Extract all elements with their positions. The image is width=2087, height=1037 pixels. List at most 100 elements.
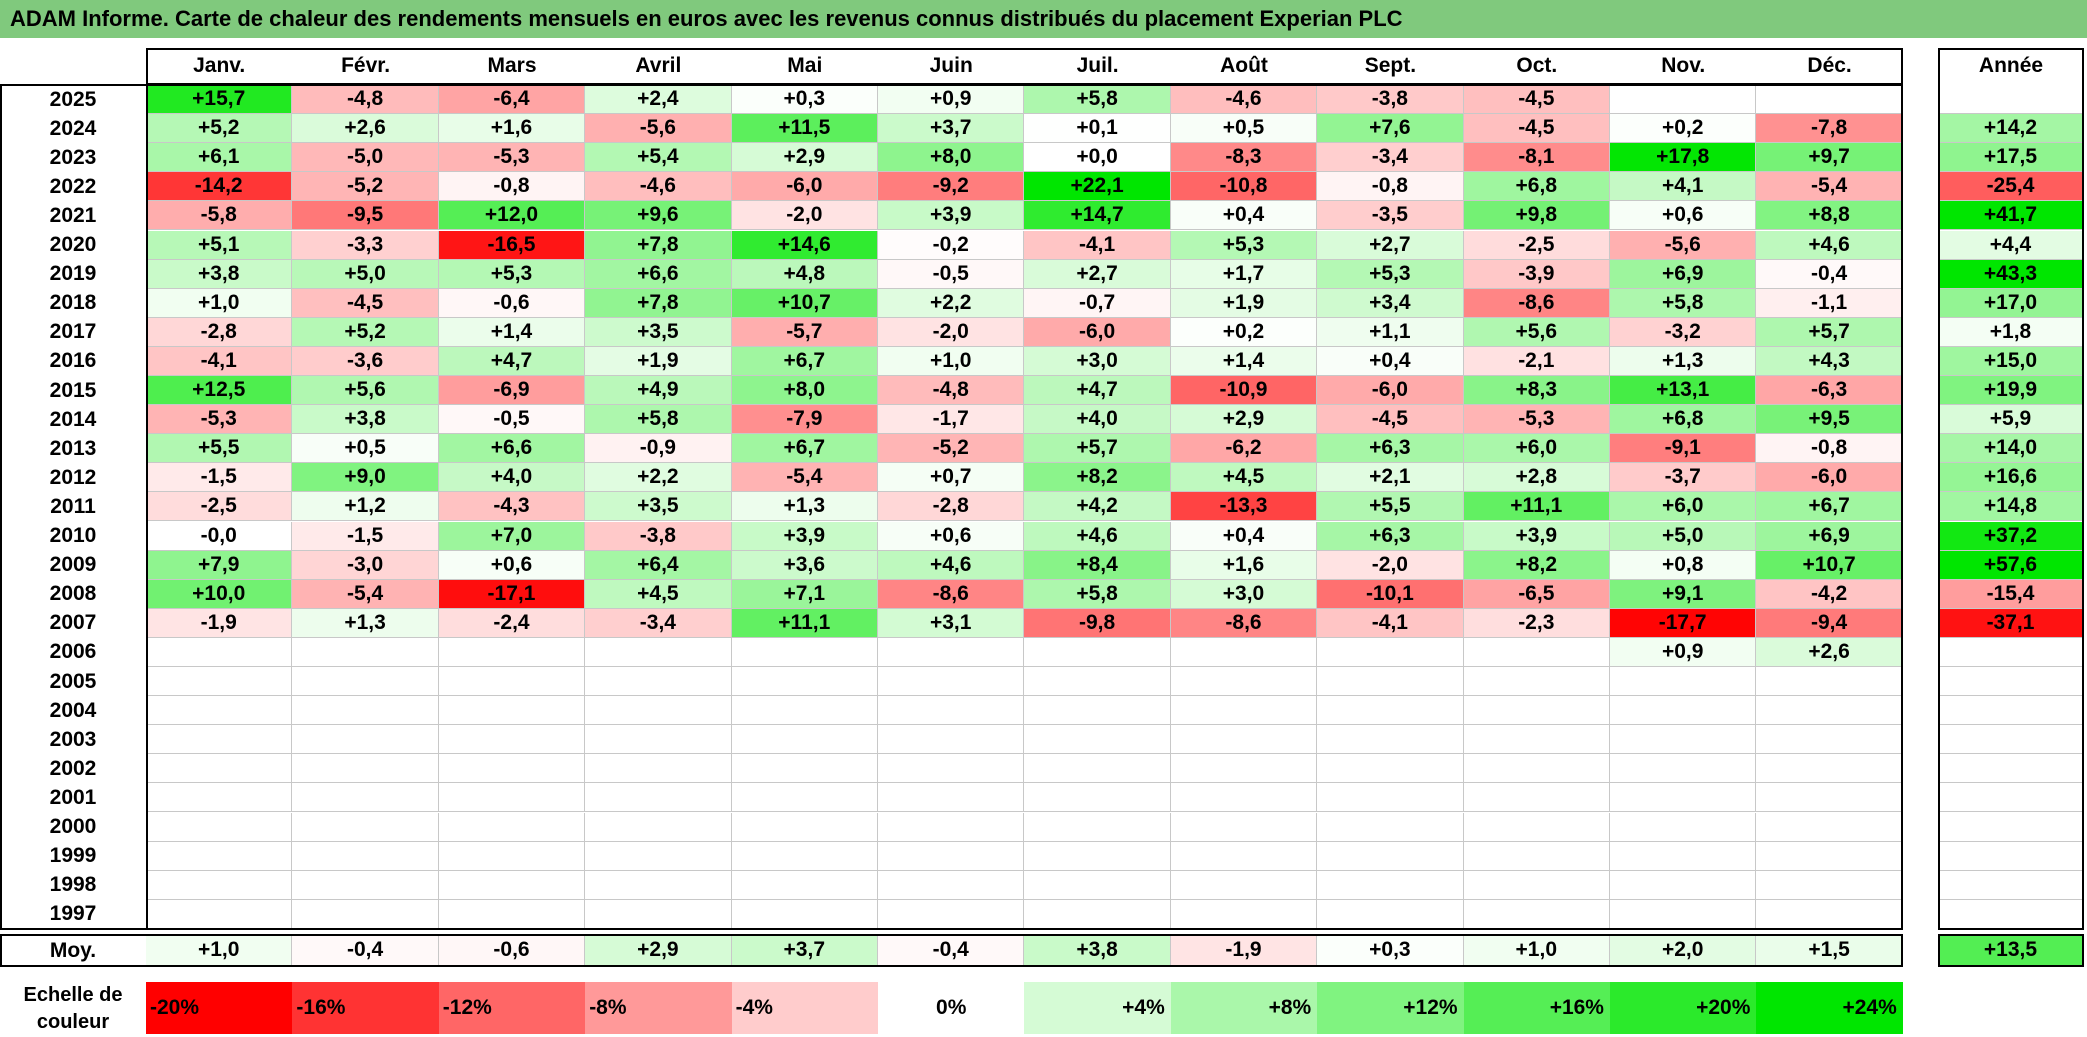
- heatmap-cell: +1,7: [1170, 259, 1318, 289]
- heatmap-cell: -3,6: [292, 346, 439, 376]
- scale-swatch: +12%: [1317, 982, 1464, 1034]
- heatmap-cell: -8,6: [1463, 288, 1610, 318]
- heatmap-cell: +4,8: [731, 259, 878, 289]
- heatmap-cell: -9,1: [1610, 434, 1757, 464]
- heatmap-cell: -6,0: [1024, 317, 1171, 347]
- heatmap-cell: [438, 783, 586, 813]
- heatmap-cell: -3,4: [585, 608, 732, 638]
- heatmap-cell: -3,0: [292, 550, 439, 580]
- heatmap-cell: +10,0: [146, 579, 293, 609]
- heatmap-cell: [1024, 696, 1171, 726]
- heatmap-cell: +2,9: [1170, 405, 1318, 435]
- heatmap-cell: [1610, 754, 1757, 784]
- heatmap-cell: +15,7: [146, 85, 293, 115]
- heatmap-cell: -4,5: [1463, 114, 1610, 144]
- heatmap-cell: +5,7: [1024, 434, 1171, 464]
- heatmap-cell: -7,8: [1756, 114, 1903, 144]
- heatmap-cell: -10,8: [1170, 172, 1318, 202]
- heatmap-cell: +7,0: [438, 521, 586, 551]
- heatmap-cell: [585, 899, 732, 929]
- heatmap-cell: +5,2: [292, 317, 439, 347]
- heatmap-cell: +6,8: [1463, 172, 1610, 202]
- year-label: 2000: [49, 815, 97, 839]
- heatmap-cell: [1170, 696, 1318, 726]
- heatmap-cell: -5,4: [731, 463, 878, 493]
- heatmap-cell: [146, 637, 293, 667]
- heatmap-cell: [1756, 899, 1903, 929]
- year-label: 2007: [49, 611, 97, 635]
- heatmap-cell: -7,9: [731, 405, 878, 435]
- heatmap-cell: -14,2: [146, 172, 293, 202]
- heatmap-cell: -1,5: [292, 521, 439, 551]
- annual-cell: [1938, 637, 2084, 667]
- heatmap-cell: +0,4: [1317, 346, 1464, 376]
- average-cell: +2,0: [1610, 935, 1757, 966]
- heatmap-cell: [1463, 754, 1610, 784]
- heatmap-cell: -4,8: [292, 85, 439, 115]
- heatmap-cell: [1610, 841, 1757, 871]
- heatmap-cell: -9,4: [1756, 608, 1903, 638]
- heatmap-cell: [1756, 667, 1903, 697]
- heatmap-cell: +2,1: [1317, 463, 1464, 493]
- average-cell: -1,9: [1170, 935, 1318, 966]
- scale-swatch: +24%: [1756, 982, 1903, 1034]
- heatmap-cell: [878, 637, 1025, 667]
- year-label: 1999: [49, 844, 97, 868]
- heatmap-cell: -3,5: [1317, 201, 1464, 231]
- annual-cell: +19,9: [1938, 376, 2084, 406]
- heatmap-cell: [1024, 812, 1171, 842]
- heatmap-cell: [585, 812, 732, 842]
- annual-cell: +41,7: [1938, 201, 2084, 231]
- heatmap-cell: -2,1: [1463, 346, 1610, 376]
- average-cell: -0,6: [438, 935, 586, 966]
- heatmap-cell: [731, 667, 878, 697]
- heatmap-cell: [1610, 870, 1757, 900]
- annual-cell: +14,2: [1938, 114, 2084, 144]
- year-label: 2003: [49, 727, 97, 751]
- heatmap-cell: [1756, 725, 1903, 755]
- year-label: 2018: [49, 291, 97, 315]
- heatmap-cell: [292, 899, 439, 929]
- heatmap-cell: +0,9: [878, 85, 1025, 115]
- heatmap-cell: +0,1: [1024, 114, 1171, 144]
- heatmap-cell: -2,5: [146, 492, 293, 522]
- heatmap-cell: [585, 870, 732, 900]
- heatmap-cell: -3,7: [1610, 463, 1757, 493]
- heatmap-cell: -5,8: [146, 201, 293, 231]
- heatmap-cell: [1610, 783, 1757, 813]
- heatmap-cell: -4,8: [878, 376, 1025, 406]
- heatmap-cell: [1170, 870, 1318, 900]
- heatmap-cell: +1,4: [1170, 346, 1318, 376]
- heatmap-cell: [878, 667, 1025, 697]
- heatmap-cell: +0,4: [1170, 521, 1318, 551]
- year-label: 2025: [49, 87, 97, 111]
- heatmap-cell: +6,9: [1756, 521, 1903, 551]
- heatmap-cell: [1463, 899, 1610, 929]
- scale-swatch: +8%: [1170, 982, 1318, 1034]
- heatmap-cell: +1,9: [1170, 288, 1318, 318]
- heatmap-cell: [1756, 812, 1903, 842]
- annual-cell: [1938, 696, 2084, 726]
- heatmap-cell: +4,5: [1170, 463, 1318, 493]
- heatmap-cell: -3,9: [1463, 259, 1610, 289]
- heatmap-cell: +5,5: [1317, 492, 1464, 522]
- annual-cell: -15,4: [1938, 579, 2084, 609]
- heatmap-cell: -9,5: [292, 201, 439, 231]
- heatmap-cell: [731, 754, 878, 784]
- annual-cell: -25,4: [1938, 172, 2084, 202]
- year-label: 2013: [49, 436, 97, 460]
- average-cell: +3,8: [1024, 935, 1171, 966]
- heatmap-cell: [1317, 870, 1464, 900]
- heatmap-cell: [1170, 725, 1318, 755]
- heatmap-cell: -0,7: [1024, 288, 1171, 318]
- scale-swatch: 0%: [878, 982, 1025, 1034]
- heatmap-cell: +1,3: [731, 492, 878, 522]
- year-label: 2001: [49, 785, 97, 809]
- year-label: 2024: [49, 116, 97, 140]
- heatmap-cell: [731, 725, 878, 755]
- heatmap-cell: +7,8: [585, 230, 732, 260]
- month-header: Sept.: [1364, 54, 1417, 77]
- heatmap-cell: -0,0: [146, 521, 293, 551]
- heatmap-cell: [438, 870, 586, 900]
- heatmap-cell: [731, 637, 878, 667]
